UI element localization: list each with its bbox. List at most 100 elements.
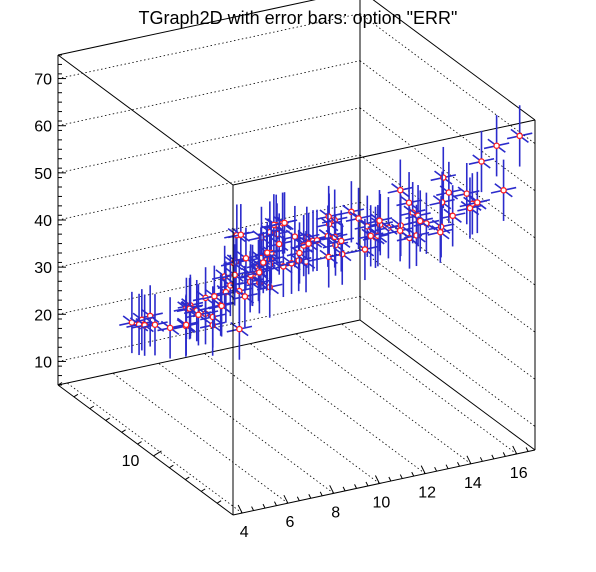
z-tick-label: 20 — [34, 307, 52, 324]
x-minor-tick — [354, 484, 357, 489]
data-point — [286, 222, 313, 284]
data-point — [468, 130, 495, 193]
x-minor-tick — [411, 471, 415, 477]
x-minor-tick — [445, 464, 449, 469]
x-tick-mark — [237, 504, 243, 514]
frame-edge — [232, 119, 536, 186]
z-gridline — [57, 296, 361, 362]
data-point — [506, 105, 533, 167]
point-marker — [242, 254, 250, 262]
frame-edge — [372, 0, 536, 121]
frame-edge — [57, 384, 234, 516]
point-marker — [445, 189, 453, 196]
z-tick-label: 50 — [34, 166, 52, 183]
point-marker — [397, 186, 404, 194]
x-gridline — [112, 372, 289, 504]
point-marker — [405, 199, 413, 206]
data-point — [387, 200, 413, 262]
data-point — [490, 159, 517, 221]
x-minor-tick — [434, 466, 438, 472]
axis-ticks: 10 20 30 40 50 60 70 10 4 6 8 10 12 14 16 — [34, 54, 529, 541]
data-point — [439, 185, 466, 247]
x-tick-label: 12 — [418, 485, 436, 502]
point-marker — [295, 257, 302, 264]
point-marker — [256, 269, 263, 276]
data-point — [352, 218, 378, 281]
x-minor-tick — [457, 462, 460, 467]
point-marker — [437, 228, 444, 236]
y-minor-tick — [216, 500, 222, 504]
data-point — [173, 294, 199, 356]
x-minor-tick — [399, 474, 403, 479]
data-point — [295, 213, 322, 275]
point-marker — [361, 246, 369, 253]
z-gridline — [359, 248, 536, 380]
point-marker — [463, 190, 471, 197]
chart-title: TGraph2D with error bars: option "ERR" — [138, 8, 458, 28]
z-gridline — [359, 60, 536, 192]
z-tick-label: 10 — [34, 354, 52, 371]
data-point — [407, 190, 433, 252]
data-point — [254, 222, 281, 284]
frame-edge — [359, 319, 536, 451]
frame-edge — [232, 449, 536, 516]
point-marker — [305, 240, 312, 247]
point-marker — [376, 217, 383, 224]
z-gridline — [57, 13, 361, 79]
point-marker — [291, 233, 299, 240]
x-tick-label: 14 — [464, 475, 482, 492]
z-gridline — [57, 201, 361, 268]
data-point — [157, 297, 183, 359]
point-marker — [236, 325, 243, 333]
point-marker — [264, 249, 271, 256]
y-minor-tick — [89, 405, 95, 410]
point-marker — [195, 311, 202, 319]
x-minor-tick — [525, 447, 529, 452]
data-point — [329, 223, 355, 285]
data-point — [464, 171, 491, 234]
z-gridline — [359, 13, 536, 144]
data-point — [201, 265, 228, 327]
y-minor-tick — [73, 393, 79, 398]
y-minor-tick — [185, 476, 190, 480]
data-point — [457, 177, 483, 239]
point-marker — [516, 132, 523, 140]
x-gridline — [249, 343, 426, 474]
z-gridline — [57, 60, 361, 127]
data-point — [483, 115, 510, 177]
z-tick-label: 40 — [34, 213, 52, 230]
y-minor-tick — [121, 429, 126, 433]
grid-lines — [57, 13, 536, 514]
y-tick-label: 10 — [122, 453, 140, 470]
x-minor-tick — [388, 476, 392, 482]
x-tick-label: 8 — [331, 504, 340, 521]
point-marker — [182, 321, 190, 329]
data-point — [278, 232, 305, 294]
y-tick-mark — [153, 450, 162, 457]
y-minor-tick — [169, 464, 174, 469]
z-gridline — [57, 154, 361, 221]
x-gridline — [295, 333, 472, 465]
frame-edge — [57, 319, 361, 386]
x-tick-label: 4 — [240, 524, 249, 541]
frame-edge — [57, 54, 234, 186]
x-tick-mark — [420, 465, 426, 474]
z-gridline — [359, 201, 536, 333]
point-marker — [449, 212, 456, 220]
x-minor-tick — [502, 452, 506, 457]
data-point — [185, 284, 212, 346]
x-minor-tick — [296, 496, 300, 501]
x-minor-tick — [342, 486, 346, 492]
data-point — [357, 205, 384, 267]
x-gridline — [66, 382, 243, 514]
data-point — [430, 146, 457, 209]
x-tick-mark — [283, 494, 289, 504]
data-point — [328, 210, 355, 272]
z-gridline — [359, 107, 536, 239]
x-minor-tick — [251, 506, 255, 511]
x-tick-mark — [374, 475, 380, 484]
y-minor-tick — [137, 441, 142, 445]
point-marker — [367, 232, 374, 240]
